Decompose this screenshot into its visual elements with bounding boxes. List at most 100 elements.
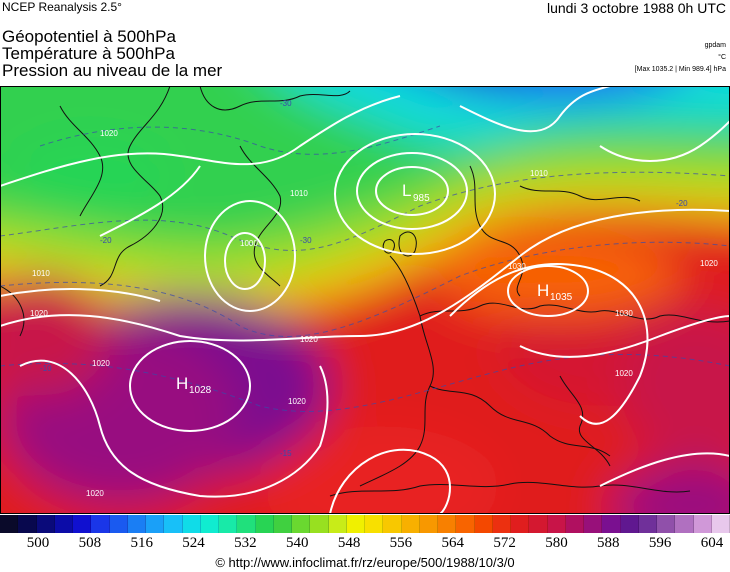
legend-swatch	[620, 515, 639, 533]
legend-label: 500	[26, 535, 50, 551]
legend-swatch	[36, 515, 55, 533]
weather-map[interactable]: L 985 H 1035 H 1028 1020 1010 1010 1000 …	[0, 86, 730, 514]
legend-swatch	[237, 515, 256, 533]
legend-swatch	[675, 515, 694, 533]
high-center-letter-east: H	[537, 281, 549, 300]
map-titles: Géopotentiel à 500hPa Température à 500h…	[2, 28, 222, 79]
legend-label: 548	[337, 535, 361, 551]
temperature-field	[0, 86, 730, 514]
legend-label: 604	[700, 535, 724, 551]
low-center-letter: L	[402, 181, 411, 200]
legend-swatch	[419, 515, 438, 533]
isobar-label: 1020	[300, 335, 318, 344]
legend-swatch	[401, 515, 420, 533]
legend-swatch	[310, 515, 329, 533]
isobars	[0, 86, 730, 514]
legend-swatch	[492, 515, 511, 533]
isotherm-label: -30	[300, 236, 312, 245]
isobar-label: 1000	[240, 239, 258, 248]
legend-swatch	[693, 515, 712, 533]
legend-label: 572	[493, 535, 516, 551]
legend-swatch	[657, 515, 676, 533]
title-geopotential: Géopotentiel à 500hPa	[2, 27, 176, 46]
isotherm-label: -10	[40, 364, 52, 373]
isobar-label: 1020	[30, 309, 48, 318]
legend-swatch	[602, 515, 621, 533]
color-legend-labels: 500 508 516 524 532 540 548 556 564 572 580 588 596 6…	[0, 535, 730, 553]
high-center-value-east: 1035	[550, 292, 573, 303]
unit-geopotential: gpdam	[704, 42, 726, 49]
legend-swatch	[146, 515, 165, 533]
isobar-label: 1020	[288, 397, 306, 406]
legend-swatch	[54, 515, 73, 533]
date-label: lundi 3 octobre 1988 0h UTC	[547, 0, 726, 16]
legend-swatch	[565, 515, 584, 533]
unit-pressure-range: [Max 1035.2 | Min 989.4] hPa	[634, 66, 726, 73]
legend-swatch	[18, 515, 37, 533]
low-center-value: 985	[413, 193, 430, 204]
legend-label: 532	[234, 535, 257, 551]
legend-label: 516	[130, 535, 153, 551]
high-center-letter-west: H	[176, 374, 188, 393]
legend-swatch	[0, 515, 19, 533]
legend-swatch	[584, 515, 603, 533]
isotherm-labels: -30 -20 -30 -20 -10 -15	[40, 99, 688, 458]
title-pressure: Pression au niveau de la mer	[2, 61, 223, 80]
high-center-value-west: 1028	[189, 385, 212, 396]
unit-temperature: °C	[718, 54, 726, 61]
legend-swatch	[91, 515, 110, 533]
title-temperature: Température à 500hPa	[2, 44, 175, 63]
isotherm-label: -20	[676, 199, 688, 208]
legend-swatch	[547, 515, 566, 533]
legend-label: 524	[182, 535, 205, 551]
legend-label: 588	[597, 535, 620, 551]
isobar-label: 1020	[92, 359, 110, 368]
source-url[interactable]: © http://www.infoclimat.fr/rz/europe/500…	[215, 555, 515, 570]
legend-label: 508	[78, 535, 102, 551]
isobar-label: 1010	[530, 169, 548, 178]
legend-swatch	[73, 515, 92, 533]
isobar-label: 1010	[32, 269, 50, 278]
isotherm-label: -20	[100, 236, 112, 245]
legend-swatch	[182, 515, 201, 533]
legend-swatch	[200, 515, 219, 533]
isobar-label: 1020	[86, 489, 104, 498]
legend-label: 580	[545, 535, 568, 551]
legend-swatch	[711, 515, 730, 533]
legend-swatch	[164, 515, 183, 533]
pressure-centers: L 985 H 1035 H 1028	[176, 181, 573, 396]
coastlines	[0, 86, 730, 497]
legend-swatch	[529, 515, 548, 533]
legend-label: 556	[389, 535, 413, 551]
legend-swatch	[511, 515, 530, 533]
color-legend-bar	[0, 515, 730, 533]
legend-swatch	[255, 515, 274, 533]
legend-label: 596	[648, 535, 672, 551]
legend-swatch	[638, 515, 657, 533]
isobar-label: 1020	[100, 129, 118, 138]
legend-swatch	[127, 515, 146, 533]
legend-swatch	[292, 515, 311, 533]
legend-swatch	[109, 515, 128, 533]
legend-swatch	[346, 515, 365, 533]
legend-swatch	[219, 515, 238, 533]
legend-swatch	[438, 515, 457, 533]
legend-swatch	[383, 515, 402, 533]
legend-swatch	[365, 515, 384, 533]
source-label: NCEP Reanalysis 2.5°	[2, 0, 122, 14]
legend-label: 564	[441, 535, 465, 551]
legend-swatch	[474, 515, 493, 533]
isobar-label: 1030	[508, 262, 526, 271]
legend-swatch	[328, 515, 347, 533]
isotherm-label: -30	[280, 99, 292, 108]
isobar-label: 1020	[700, 259, 718, 268]
isobar-label: 1010	[290, 189, 308, 198]
isotherm-label: -15	[280, 449, 292, 458]
units-block: gpdam °C [Max 1035.2 | Min 989.4] hPa	[635, 40, 726, 76]
legend-label: 540	[285, 535, 309, 551]
legend-swatch	[456, 515, 475, 533]
isobar-label: 1030	[615, 309, 633, 318]
isotherms	[0, 125, 730, 412]
isobar-labels: 1020 1010 1010 1000 1010 1020 1020 1020 …	[30, 129, 718, 498]
isobar-label: 1020	[615, 369, 633, 378]
